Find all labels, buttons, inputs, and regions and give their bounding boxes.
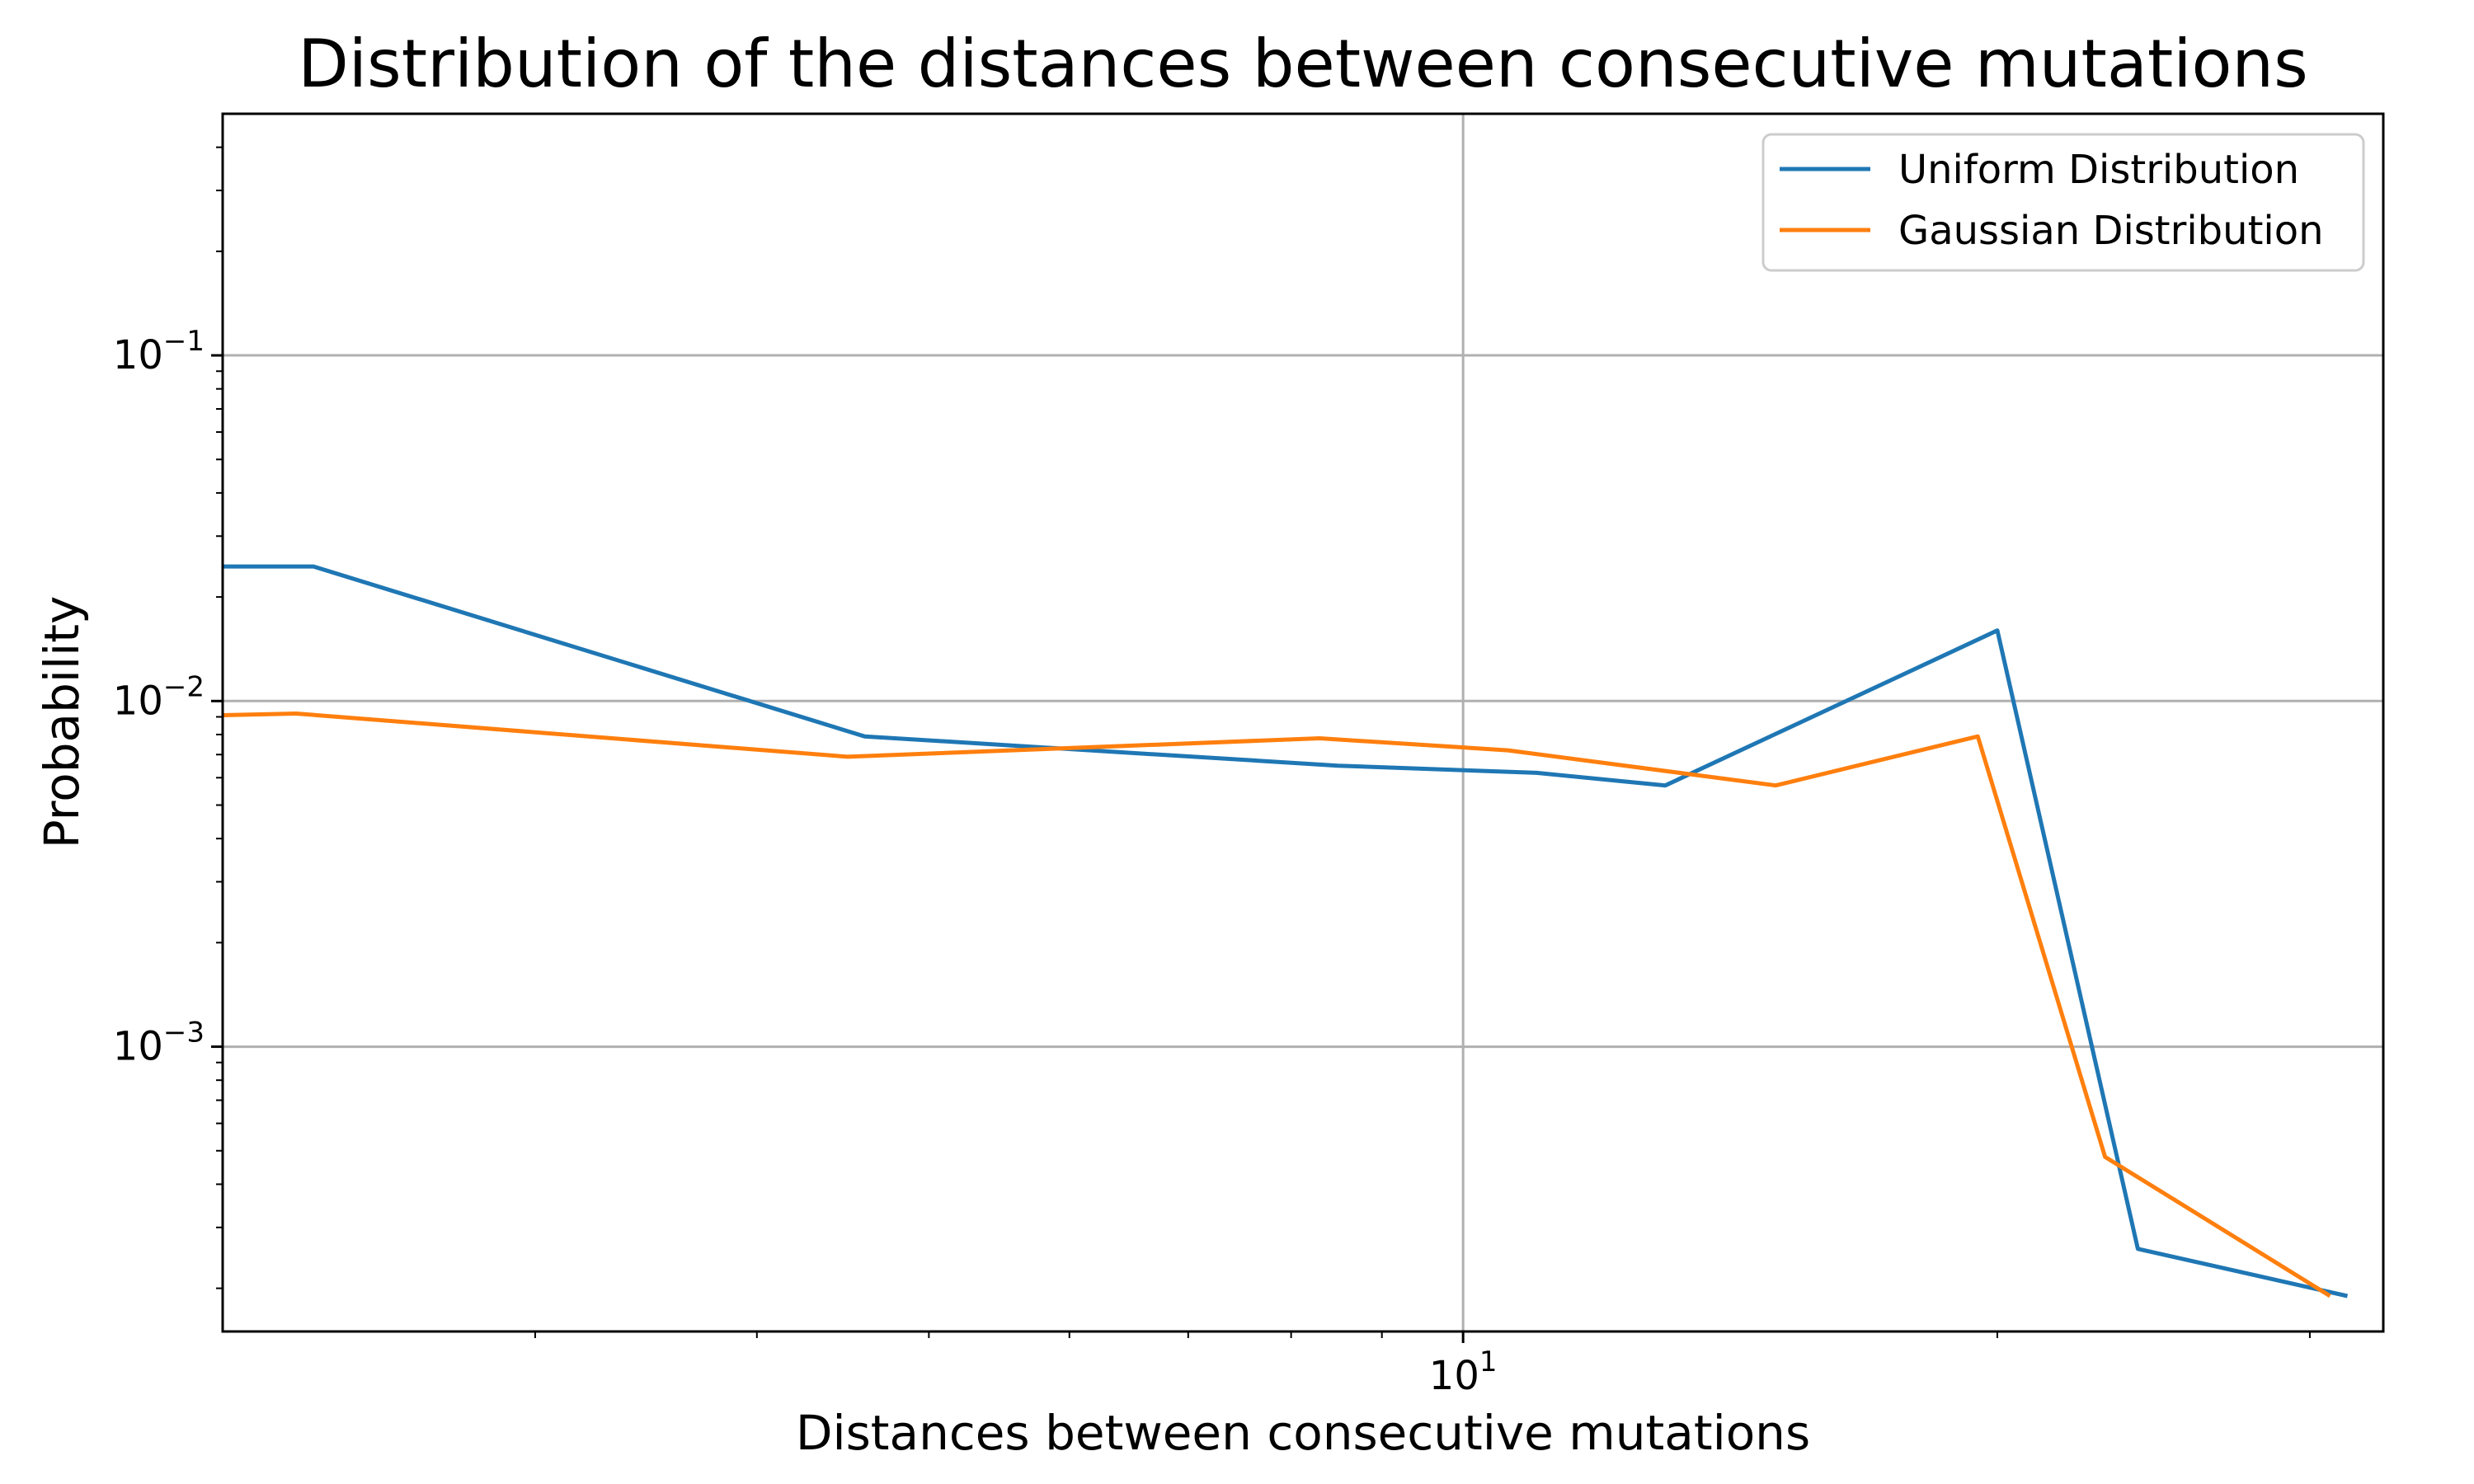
legend-box bbox=[1761, 133, 2365, 272]
x-axis-ticks: 101 bbox=[1429, 1331, 1498, 1399]
series-line-gaussian bbox=[222, 711, 2331, 1298]
y-tick-label: 10−1 bbox=[113, 325, 205, 378]
y-axis-label: Probability bbox=[34, 596, 90, 849]
series-line-uniform bbox=[223, 564, 2349, 1298]
minor-ticks bbox=[216, 146, 2311, 1338]
legend-label-gaussian: Gaussian Distribution bbox=[1898, 208, 2324, 254]
plot-frame bbox=[221, 112, 2385, 1333]
series-layer bbox=[222, 564, 2349, 1298]
y-tick-label: 10−2 bbox=[113, 670, 205, 724]
legend: Uniform Distribution Gaussian Distributi… bbox=[1761, 133, 2365, 272]
x-axis-label: Distances between consecutive mutations bbox=[796, 1405, 1810, 1461]
y-axis-ticks: 10−1 10−2 10−3 bbox=[113, 325, 223, 1070]
plot-area bbox=[216, 112, 2385, 1338]
y-tick-label: 10−3 bbox=[113, 1017, 205, 1070]
x-tick-label: 101 bbox=[1429, 1345, 1498, 1399]
grid bbox=[223, 114, 2383, 1331]
legend-label-uniform: Uniform Distribution bbox=[1898, 147, 2299, 193]
chart-title: Distribution of the distances between co… bbox=[298, 26, 2308, 102]
